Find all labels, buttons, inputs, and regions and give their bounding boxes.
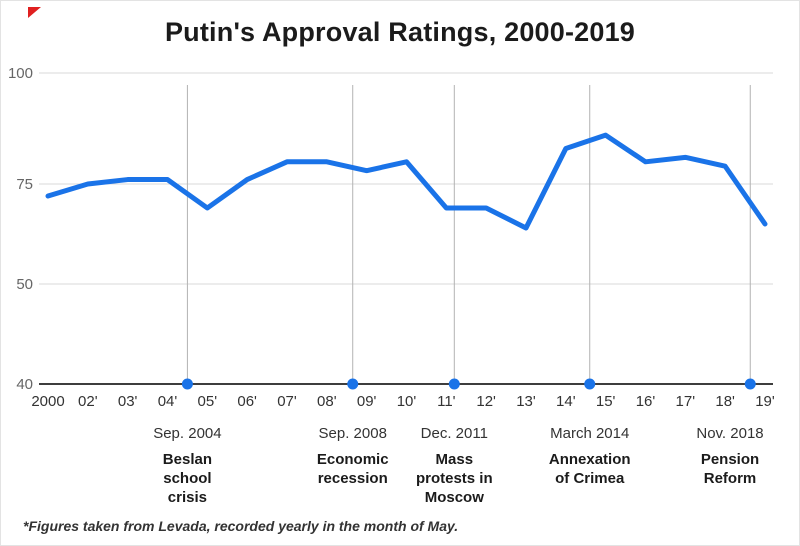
- event-description-line: Pension: [700, 451, 760, 468]
- event-description-line: Annexation: [548, 451, 631, 468]
- event-description: Economic recession: [288, 450, 418, 488]
- event-date: Sep. 2008: [318, 425, 387, 442]
- event-description-line: school: [163, 470, 212, 487]
- x-tick-label: 18': [715, 393, 735, 410]
- event-dot: [347, 378, 359, 390]
- event-description-line: Mass: [435, 451, 474, 468]
- approval-line: [45, 132, 768, 231]
- x-tick-label: 06': [237, 393, 257, 410]
- x-tick-label: 12': [476, 393, 496, 410]
- x-tick-label: 03': [118, 393, 138, 410]
- x-tick-label: 17': [676, 393, 696, 410]
- x-tick-label: 14': [556, 393, 576, 410]
- x-tick-label: 19': [755, 393, 775, 410]
- event-description-line: Beslan: [162, 451, 212, 468]
- x-tick-label: 08': [317, 393, 337, 410]
- x-tick-label: 05': [198, 393, 218, 410]
- event-description-line: protests in: [415, 470, 493, 487]
- event-description-line: Economic: [316, 451, 389, 468]
- y-tick-label: 75: [16, 176, 33, 193]
- event-description: Annexation of Crimea: [525, 450, 655, 488]
- event-dot: [448, 378, 460, 390]
- x-tick-label: 10': [397, 393, 417, 410]
- x-tick-label: 09': [357, 393, 377, 410]
- red-corner-mark: [28, 7, 41, 18]
- event-description: Mass protests in Moscow: [389, 450, 519, 507]
- event-date: Dec. 2011: [420, 425, 488, 442]
- x-tick-label: 07': [277, 393, 297, 410]
- event-description-line: of Crimea: [555, 470, 625, 487]
- event-annotation: Sep. 2008 Economic recession: [288, 425, 418, 488]
- event-date: March 2014: [550, 425, 630, 442]
- source-footnote: *Figures taken from Levada, recorded yea…: [23, 518, 459, 534]
- event-description-line: recession: [317, 470, 388, 487]
- event-dot: [744, 378, 756, 390]
- y-tick-label: 50: [16, 276, 33, 293]
- event-description: Pension Reform: [665, 450, 795, 488]
- x-tick-label: 04': [158, 393, 178, 410]
- x-tick-label: 13': [516, 393, 536, 410]
- event-description-line: Reform: [703, 470, 757, 487]
- event-description-line: Moscow: [424, 489, 484, 506]
- chart-title: Putin's Approval Ratings, 2000-2019: [164, 17, 636, 47]
- event-description: Beslan school crisis: [122, 450, 252, 507]
- x-tick-label: 2000: [31, 393, 64, 410]
- x-tick-label: 15': [596, 393, 616, 410]
- x-tick-label: 02': [78, 393, 98, 410]
- event-dot: [181, 378, 193, 390]
- event-date: Nov. 2018: [696, 425, 764, 442]
- event-description-line: crisis: [167, 489, 207, 506]
- event-date: Sep. 2004: [153, 425, 222, 442]
- x-tick-label: 16': [636, 393, 656, 410]
- event-dot: [584, 378, 596, 390]
- event-annotation: Sep. 2004 Beslan school crisis: [122, 425, 252, 507]
- event-annotation: Dec. 2011 Mass protests in Moscow: [389, 425, 519, 507]
- y-tick-label: 100: [8, 65, 33, 82]
- event-annotation: March 2014 Annexation of Crimea: [525, 425, 655, 488]
- event-annotation: Nov. 2018 Pension Reform: [665, 425, 795, 488]
- y-tick-label: 40: [16, 376, 33, 393]
- x-tick-label: 11': [437, 393, 456, 410]
